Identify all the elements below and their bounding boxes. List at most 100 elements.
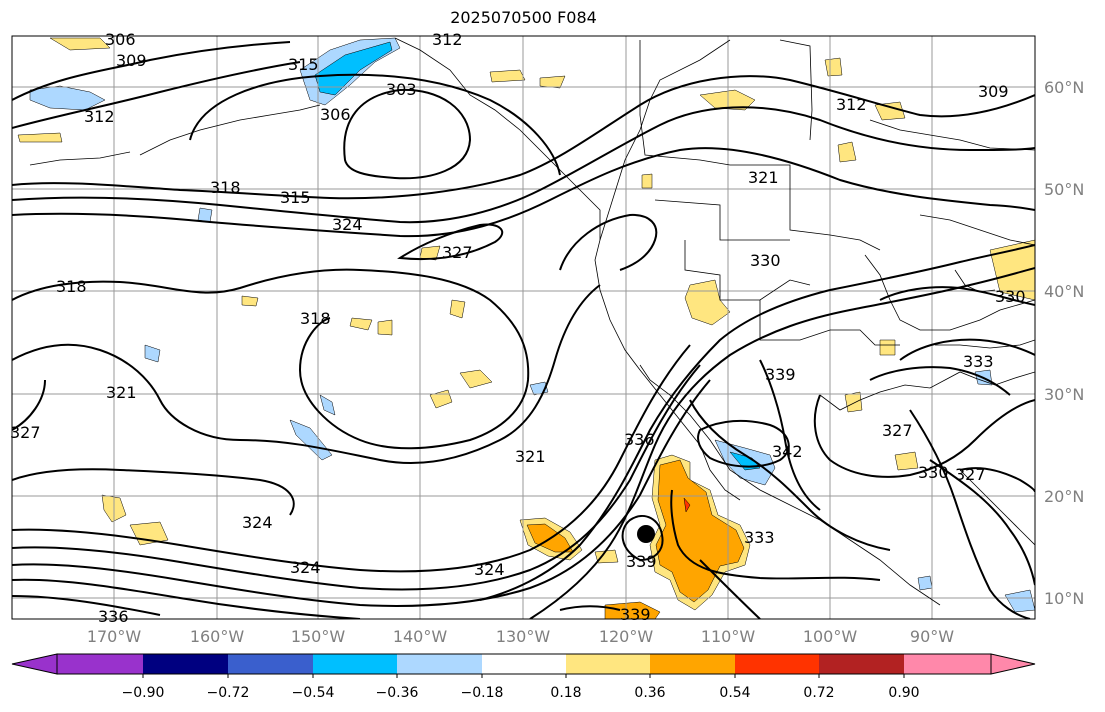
colorbar-segment: [904, 654, 991, 674]
contour-label: 312: [836, 95, 867, 114]
shade-patch: [319, 394, 336, 416]
contour-labels: 306 309 312 315 306 303 312 318 315 324 …: [10, 30, 1026, 626]
lat-label: 60°N: [1044, 78, 1084, 97]
contour-label: 330: [995, 287, 1026, 306]
shade-patch: [144, 344, 161, 363]
colorbar-segment: [482, 654, 566, 674]
lon-label: 100°W: [803, 627, 858, 646]
colorbar-segment: [566, 654, 650, 674]
shade-patch: [641, 173, 653, 189]
storm-center-marker: [637, 525, 655, 543]
contour-label: 330: [918, 463, 949, 482]
colorbar-ticks: [142, 674, 905, 678]
shade-patch: [604, 601, 661, 619]
shade-patch: [683, 497, 691, 513]
colorbar-left-extension: [11, 653, 58, 675]
latitude-labels: 60°N 50°N 40°N 30°N 20°N 10°N: [1044, 78, 1084, 608]
lat-label: 40°N: [1044, 282, 1084, 301]
lon-label: 150°W: [291, 627, 346, 646]
lon-label: 160°W: [190, 627, 245, 646]
shade-patch: [314, 41, 393, 96]
map-title: 2025070500 F084: [450, 8, 597, 27]
map-frame: [11, 35, 1036, 620]
lat-label: 10°N: [1044, 589, 1084, 608]
shade-patch: [594, 549, 619, 564]
colorbar-tick-label: −0.90: [122, 685, 165, 701]
lat-label: 30°N: [1044, 385, 1084, 404]
lon-label: 170°W: [87, 627, 142, 646]
colorbar-tick-label: 0.54: [719, 685, 750, 701]
lon-label: 110°W: [701, 627, 756, 646]
colorbar-tick-label: 0.36: [634, 685, 665, 701]
colorbar-frame: [56, 653, 992, 675]
shade-patch: [241, 295, 259, 307]
colorbar-tick-label: −0.36: [376, 685, 419, 701]
lon-label: 140°W: [393, 627, 448, 646]
shade-patch: [197, 207, 213, 223]
lat-label: 50°N: [1044, 180, 1084, 199]
shade-patch: [539, 75, 566, 89]
contour-label: 339: [620, 605, 651, 624]
colorbar-tick-label: 0.90: [888, 685, 919, 701]
shade-patch: [289, 419, 333, 461]
lon-label: 130°W: [496, 627, 551, 646]
contour-label: 312: [84, 107, 115, 126]
shade-patch: [874, 101, 906, 121]
shade-patch: [844, 391, 863, 413]
shade-patch: [419, 245, 441, 261]
contour-label: 342: [772, 442, 803, 461]
coastlines: [29, 37, 1035, 606]
contour-label: 339: [626, 552, 657, 571]
colorbar-tick-label: −0.18: [461, 685, 504, 701]
colorbar-segment: [819, 654, 904, 674]
contour-label: 306: [105, 30, 136, 49]
longitude-labels: 170°W 160°W 150°W 140°W 130°W 120°W 110°…: [87, 627, 954, 646]
colorbar-tick-label: 0.18: [550, 685, 581, 701]
shade-patch: [824, 57, 843, 77]
contour-label: 321: [106, 383, 137, 402]
contour-label: 333: [744, 528, 775, 547]
shade-patch: [449, 299, 466, 319]
colorbar-segment: [57, 654, 143, 674]
contour-label: 315: [288, 55, 319, 74]
contour-label: 303: [386, 80, 417, 99]
contour-label: 318: [300, 309, 331, 328]
contour-label: 336: [624, 430, 655, 449]
contour-label: 330: [750, 251, 781, 270]
contour-label: 324: [290, 558, 321, 577]
contour-label: 312: [432, 30, 463, 49]
colorbar-right-extension: [990, 653, 1036, 675]
shade-patch: [349, 317, 373, 331]
contour-label: 324: [332, 215, 363, 234]
colorbar-segment: [313, 654, 397, 674]
shade-patch: [489, 69, 526, 83]
contour-lines: [12, 41, 1035, 619]
contour-label: 315: [280, 188, 311, 207]
colorbar-tick-label: −0.54: [292, 685, 335, 701]
contour-label: 318: [56, 277, 87, 296]
shade-patch: [17, 132, 63, 143]
contour-label: 324: [474, 560, 505, 579]
shade-patch: [917, 575, 933, 591]
colorbar-tick-label: −0.72: [207, 685, 250, 701]
contour-label: 306: [320, 105, 351, 124]
shade-patch: [377, 319, 393, 336]
contour-label: 321: [515, 447, 546, 466]
shade-patch: [49, 37, 111, 51]
colorbar-segment: [650, 654, 735, 674]
lon-label: 90°W: [910, 627, 954, 646]
colorbar-segment: [228, 654, 313, 674]
shade-patch: [837, 141, 857, 163]
shade-patch: [459, 369, 493, 389]
lat-label: 20°N: [1044, 487, 1084, 506]
colorbar-segment: [143, 654, 228, 674]
contour-label: 327: [882, 421, 913, 440]
contour-label: 327: [10, 423, 41, 442]
contour-label: 333: [963, 352, 994, 371]
contour-label: 318: [210, 178, 241, 197]
lon-label: 120°W: [599, 627, 654, 646]
shade-patch: [729, 451, 761, 471]
contour-label: 309: [978, 82, 1009, 101]
shade-patch: [1004, 589, 1035, 613]
